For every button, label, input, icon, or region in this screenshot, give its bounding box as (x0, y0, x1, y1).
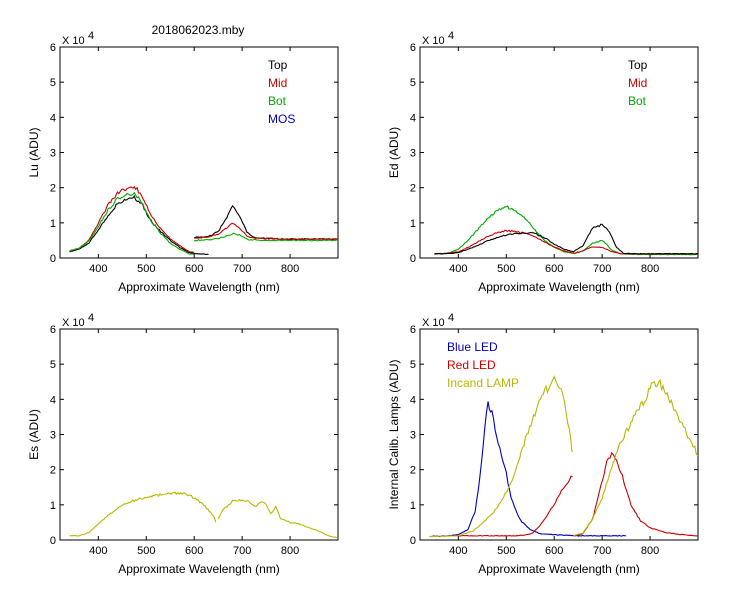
panel-lu-series-line (194, 232, 339, 242)
panel-lu-ytick-label: 0 (50, 253, 56, 265)
panel-lu-xtick-label: 800 (281, 263, 299, 275)
panel-es-frame (59, 328, 339, 541)
panel-lamps-xtick-label: 400 (449, 545, 467, 557)
panel-ed-ytick-label: 0 (410, 253, 416, 265)
panel-lu-series-line (69, 194, 209, 256)
figure-title: 2018062023.mby (152, 23, 245, 37)
panel-lamps-legend-entry: Incand LAMP (447, 376, 519, 390)
panel-es-xtick-label: 800 (281, 545, 299, 557)
panel-ed-ytick-label: 6 (410, 42, 416, 54)
panel-es-ytick-label: 3 (50, 430, 56, 442)
panel-lamps-xlabel: Approximate Wavelength (nm) (478, 562, 640, 576)
panel-ed-ytick-label: 1 (410, 218, 416, 230)
panel-lamps-ytick-label: 4 (410, 394, 416, 406)
panel-lamps-ytick-label: 2 (410, 465, 416, 477)
panel-lamps-legend-entry: Blue LED (447, 340, 498, 354)
panel-lu-ylabel: Lu (ADU) (27, 127, 41, 177)
panel-lu-ytick-label: 4 (50, 112, 56, 124)
panel-lu-ytick-label: 1 (50, 218, 56, 230)
panel-ed-legend-entry: Mid (628, 76, 647, 90)
panel-ed-frame (419, 46, 699, 259)
panel-lu-ytick-label: 5 (50, 77, 56, 89)
panel-ed-xtick-label: 700 (593, 263, 611, 275)
panel-es-ytick-label: 5 (50, 359, 56, 371)
panel-lu-xtick-label: 700 (233, 263, 251, 275)
panel-ed-series-line (434, 205, 698, 256)
panel-lamps-ytick-label: 5 (410, 359, 416, 371)
panel-ed-yexp-power: 4 (448, 30, 454, 42)
panel-lamps-ytick-label: 3 (410, 430, 416, 442)
panel-lu-xtick-label: 500 (137, 263, 155, 275)
panel-ed-xtick-label: 400 (449, 263, 467, 275)
panel-lu-frame (59, 46, 339, 259)
panel-es-series-line (69, 491, 217, 537)
panel-lamps-xtick-label: 600 (545, 545, 563, 557)
panel-es-xtick-label: 400 (89, 545, 107, 557)
panel-ed-ytick-label: 2 (410, 183, 416, 195)
panel-es-xtick-label: 600 (185, 545, 203, 557)
panel-lu-series-line (69, 191, 195, 256)
panel-ed-yexp-label: X 10 (422, 35, 445, 47)
panel-ed-ytick-label: 5 (410, 77, 416, 89)
panel-es-ytick-label: 4 (50, 394, 56, 406)
panel-lamps-ylabel: Internal Calib. Lamps (ADU) (387, 359, 401, 509)
panel-lamps-series-line (429, 401, 627, 538)
panel-lamps-xtick-label: 500 (497, 545, 515, 557)
panel-es-ytick-label: 6 (50, 324, 56, 336)
panel-lu-legend-entry: Top (268, 58, 288, 72)
panel-ed-xtick-label: 600 (545, 263, 563, 275)
panel-es-series-line (217, 498, 339, 539)
panel-lu-yexp-power: 4 (88, 30, 94, 42)
panel-lu-legend-entry: Bot (268, 94, 287, 108)
panel-lu-xtick-label: 600 (185, 263, 203, 275)
panel-es-ytick-label: 2 (50, 465, 56, 477)
panel-lu-ytick-label: 6 (50, 42, 56, 54)
panel-ed-ytick-label: 3 (410, 148, 416, 160)
panel-lu-ytick-label: 2 (50, 183, 56, 195)
panel-lamps-legend-entry: Red LED (447, 358, 496, 372)
panel-lu-ytick-label: 3 (50, 148, 56, 160)
panel-ed-xtick-label: 500 (497, 263, 515, 275)
panel-lu-legend-entry: MOS (268, 112, 295, 126)
panel-es-ylabel: Es (ADU) (27, 409, 41, 460)
panel-ed-xtick-label: 800 (641, 263, 659, 275)
panel-lamps-ytick-label: 0 (410, 535, 416, 547)
panel-lu-xtick-label: 400 (89, 263, 107, 275)
panel-ed-ytick-label: 4 (410, 112, 416, 124)
panel-ed-series-line (434, 223, 699, 255)
panel-ed-legend-entry: Bot (628, 94, 647, 108)
panel-ed-legend-entry: Top (628, 58, 648, 72)
panel-lu-series-line (69, 185, 195, 254)
panel-lu-series-line (194, 222, 339, 241)
panel-lamps-ytick-label: 1 (410, 500, 416, 512)
panel-lamps-xtick-label: 700 (593, 545, 611, 557)
panel-ed-ylabel: Ed (ADU) (387, 127, 401, 178)
panel-lamps-series-line (573, 378, 699, 537)
panel-ed-xlabel: Approximate Wavelength (nm) (478, 280, 640, 294)
panel-lamps-xtick-label: 800 (641, 545, 659, 557)
panel-es-ytick-label: 0 (50, 535, 56, 547)
panel-lamps-ytick-label: 6 (410, 324, 416, 336)
panel-es-xlabel: Approximate Wavelength (nm) (118, 562, 280, 576)
panel-lu-legend-entry: Mid (268, 76, 287, 90)
panel-es-yexp-label: X 10 (62, 317, 85, 329)
panel-es-ytick-label: 1 (50, 500, 56, 512)
panel-lamps-yexp-power: 4 (448, 312, 454, 324)
panel-lamps-series-line (573, 451, 699, 537)
panel-es-yexp-power: 4 (88, 312, 94, 324)
panel-lu-yexp-label: X 10 (62, 35, 85, 47)
panel-lamps-series-line (448, 475, 573, 537)
panel-es-xtick-label: 700 (233, 545, 251, 557)
panel-lamps-series-line (429, 375, 573, 538)
panel-lamps-yexp-label: X 10 (422, 317, 445, 329)
panel-es-xtick-label: 500 (137, 545, 155, 557)
panel-lu-xlabel: Approximate Wavelength (nm) (118, 280, 280, 294)
